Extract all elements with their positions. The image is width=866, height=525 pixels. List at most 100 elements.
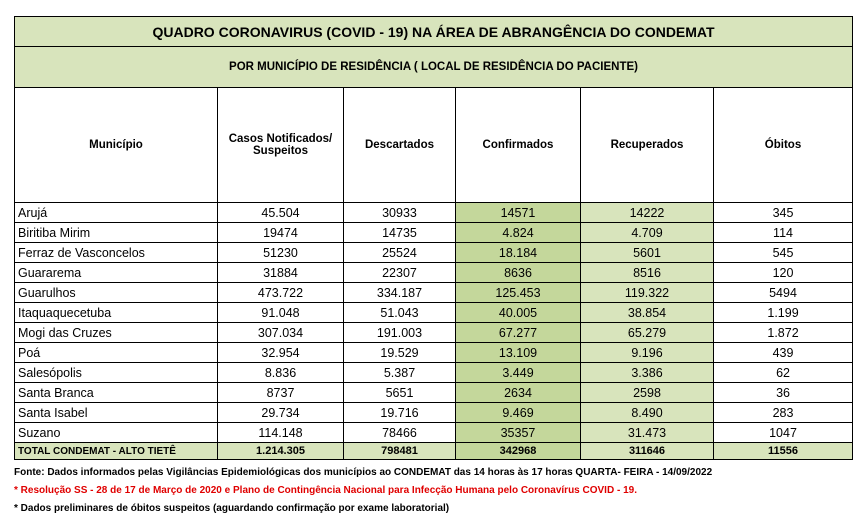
cell: Santa Branca [14,382,218,403]
cell: 8636 [455,262,581,283]
total-cell: 311646 [580,442,714,460]
cell: 8.836 [217,362,344,383]
cell: 1.872 [712,322,854,343]
data-row: Santa Isabel 29.734 19.716 9.469 8.490 283 [14,402,854,423]
cell: 5601 [580,242,714,263]
cell: Mogi das Cruzes [14,322,218,343]
covid-table: QUADRO CORONAVIRUS (COVID - 19) NA ÁREA … [13,16,854,460]
cell: 4.824 [455,222,581,243]
cell: 19.529 [343,342,456,363]
data-row: Poá 32.954 19.529 13.109 9.196 439 [14,342,854,363]
data-row: Guarulhos 473.722 334.187 125.453 119.322 549… [14,282,854,303]
data-row: Mogi das Cruzes 307.034 191.003 67.277 65.27… [14,322,854,343]
cell: 2634 [455,382,581,403]
cell: 25524 [343,242,456,263]
cell: 45.504 [217,202,344,223]
cell: Salesópolis [14,362,218,383]
header-row: Município Casos Notificados/ Suspeitos Des… [14,87,854,203]
cell: 32.954 [217,342,344,363]
cell: 40.005 [455,302,581,323]
cell: 31.473 [580,422,714,443]
cell: 51230 [217,242,344,263]
cell: Poá [14,342,218,363]
cell: Guarulhos [14,282,218,303]
cell: 62 [712,362,854,383]
total-row: TOTAL CONDEMAT - ALTO TIETÊ 1.214.305 7984… [14,442,854,460]
cell: 307.034 [217,322,344,343]
cell: 125.453 [455,282,581,303]
cell: 1047 [712,422,854,443]
note: * Dados preliminares de óbitos suspeitos… [14,503,450,514]
column-header: Confirmados [455,87,581,203]
cell: 545 [712,242,854,263]
cell: 119.322 [580,282,714,303]
total-cell: 342968 [455,442,581,460]
cell: 13.109 [455,342,581,363]
cell: 9.469 [455,402,581,423]
column-header: Recuperados [580,87,714,203]
cell: Guararema [14,262,218,283]
data-row: Suzano 114.148 78466 35357 31.473 1047 [14,422,854,443]
cell: Itaquaquecetuba [14,302,218,323]
cell: 120 [712,262,854,283]
cell: Arujá [14,202,218,223]
total-cell: 1.214.305 [217,442,344,460]
cell: 191.003 [343,322,456,343]
cell: 22307 [343,262,456,283]
cell: 1.199 [712,302,854,323]
cell: 3.386 [580,362,714,383]
cell: 35357 [455,422,581,443]
cell: 29.734 [217,402,344,423]
cell: Suzano [14,422,218,443]
total-cell: TOTAL CONDEMAT - ALTO TIETÊ [14,442,218,460]
note: * Resolução SS - 28 de 17 de Março de 20… [14,485,637,496]
data-row: Guararema 31884 22307 8636 8516 120 [14,262,854,283]
total-cell: 11556 [712,442,854,460]
cell: 30933 [343,202,456,223]
cell: 5651 [343,382,456,403]
cell: 2598 [580,382,714,403]
cell: 3.449 [455,362,581,383]
cell: 345 [712,202,854,223]
cell: 19.716 [343,402,456,423]
cell: 65.279 [580,322,714,343]
note: Fonte: Dados informados pelas Vigilância… [14,467,713,478]
cell: Santa Isabel [14,402,218,423]
cell: 5.387 [343,362,456,383]
cell: Biritiba Mirim [14,222,218,243]
cell: 91.048 [217,302,344,323]
data-row: Itaquaquecetuba 91.048 51.043 40.005 38.854 1… [14,302,854,323]
cell: 114.148 [217,422,344,443]
cell: 473.722 [217,282,344,303]
column-header: Município [14,87,218,203]
cell: 67.277 [455,322,581,343]
cell: 78466 [343,422,456,443]
cell: 8516 [580,262,714,283]
notes: Fonte: Dados informados pelas Vigilância… [14,464,852,518]
cell: 38.854 [580,302,714,323]
data-row: Biritiba Mirim 19474 14735 4.824 4.709 114 [14,222,854,243]
column-header: Óbitos [712,87,854,203]
cell: 36 [712,382,854,403]
table-body: QUADRO CORONAVIRUS (COVID - 19) NA ÁREA … [13,16,854,460]
cell: 114 [712,222,854,243]
cell: 14571 [455,202,581,223]
total-cell: 798481 [343,442,456,460]
cell: 18.184 [455,242,581,263]
cell: 334.187 [343,282,456,303]
cell: 4.709 [580,222,714,243]
cell: 51.043 [343,302,456,323]
data-row: Salesópolis 8.836 5.387 3.449 3.386 62 [14,362,854,383]
data-row: Santa Branca 8737 5651 2634 2598 36 [14,382,854,403]
data-row: Ferraz de Vasconcelos 51230 25524 18.184 560… [14,242,854,263]
cell: 283 [712,402,854,423]
column-header: Casos Notificados/ Suspeitos [217,87,344,203]
title: QUADRO CORONAVIRUS (COVID - 19) NA ÁREA … [13,16,854,47]
subtitle: POR MUNICÍPIO DE RESIDÊNCIA ( LOCAL DE R… [13,46,854,88]
cell: 9.196 [580,342,714,363]
column-header: Descartados [343,87,456,203]
cell: 8.490 [580,402,714,423]
cell: 439 [712,342,854,363]
cell: 14735 [343,222,456,243]
